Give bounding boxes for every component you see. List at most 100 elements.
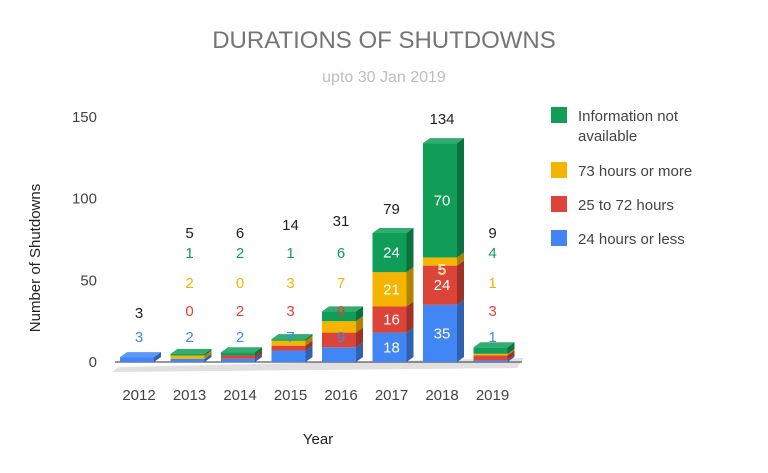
bar-top-6 (423, 138, 464, 144)
total-label: 31 (333, 213, 350, 230)
bar-segment-4-0 (322, 347, 356, 362)
bar-side-4-0 (356, 342, 363, 362)
data-label: 7 (286, 329, 294, 346)
data-label: 2 (185, 329, 193, 346)
data-label: 0 (185, 303, 193, 320)
bar-top-3 (271, 334, 313, 340)
x-tick-label: 2017 (375, 387, 408, 404)
legend-label: 24 hours or less (578, 231, 685, 248)
bar-segment-1-0 (170, 358, 205, 362)
y-tick-label: 100 (72, 191, 97, 208)
x-tick-label: 2015 (274, 387, 307, 404)
bar-segment-7-3 (473, 347, 508, 354)
bar-segment-1-2 (170, 355, 205, 359)
x-tick-label: 2016 (324, 387, 357, 404)
data-label: 70 (434, 192, 451, 209)
bar-segment-3-0 (271, 350, 306, 362)
y-tick-label: 0 (89, 354, 97, 371)
bar-segment-3-3 (271, 339, 306, 341)
bar-top-7 (473, 342, 515, 348)
bar-side-7-0 (507, 355, 515, 362)
data-label: 0 (236, 275, 244, 292)
data-label: 2 (185, 275, 193, 292)
bar-top-2 (221, 347, 262, 353)
bar-side-2-0 (255, 353, 262, 362)
data-label: 1 (286, 245, 294, 262)
data-label: 3 (286, 303, 294, 320)
bar-side-1-3 (204, 348, 212, 356)
bar-segment-7-0 (473, 360, 508, 362)
bar-top-1 (170, 348, 212, 354)
x-tick-label: 2013 (173, 387, 206, 404)
x-tick-label: 2012 (122, 387, 155, 404)
bar-segment-1-3 (170, 353, 205, 356)
bar-side-5-3 (406, 227, 414, 273)
total-label: 3 (135, 305, 143, 322)
x-tick-label: 2018 (425, 387, 458, 404)
bar-segment-2-3 (221, 352, 255, 356)
data-label: 6 (337, 245, 345, 262)
y-tick-label: 150 (72, 109, 97, 126)
x-axis-title: Year (303, 431, 333, 448)
bar-side-3-0 (305, 345, 313, 362)
bar-segment-5-0 (372, 332, 407, 362)
data-label: 1 (185, 245, 193, 262)
data-label: 3 (135, 329, 143, 346)
data-label: 16 (383, 312, 400, 329)
bar-side-4-3 (356, 306, 363, 322)
legend-swatch (551, 196, 567, 212)
bar-top-4 (322, 306, 363, 312)
data-label: 3 (488, 303, 496, 320)
x-tick-label: 2019 (476, 387, 509, 404)
legend-label: 73 hours or more (578, 163, 692, 180)
legend-swatch (551, 107, 567, 123)
data-label: 9 (337, 329, 345, 346)
total-label: 5 (185, 225, 193, 242)
legend-label: 25 to 72 hours (578, 197, 674, 214)
bar-side-5-1 (406, 301, 414, 333)
data-label: 2 (236, 245, 244, 262)
bar-segment-4-1 (322, 332, 356, 348)
bar-segment-7-1 (473, 355, 508, 361)
bar-side-6-2 (457, 252, 464, 266)
bar-side-5-0 (406, 327, 414, 362)
total-label: 134 (429, 111, 454, 128)
bar-side-6-3 (457, 138, 464, 258)
bar-segment-5-3 (372, 232, 407, 273)
data-label: 4 (488, 245, 496, 262)
data-label: 5 (438, 261, 446, 278)
data-label: 2 (236, 329, 244, 346)
bar-segment-0-0 (120, 357, 154, 362)
bar-segment-6-2 (423, 257, 457, 266)
bar-side-4-1 (356, 327, 363, 348)
data-label: 1 (488, 329, 496, 346)
legend-swatch (551, 230, 567, 246)
bar-segment-5-1 (372, 306, 407, 333)
bar-side-3-1 (305, 340, 313, 351)
bar-segment-5-2 (372, 272, 407, 307)
bar-side-1-2 (204, 350, 212, 359)
total-label: 6 (236, 225, 244, 242)
bar-segment-6-1 (423, 265, 457, 305)
data-label: 35 (434, 325, 451, 342)
data-label: 24 (383, 245, 400, 262)
bar-segment-2-1 (221, 355, 255, 359)
bar-side-2-3 (255, 347, 262, 356)
total-label: 14 (282, 217, 299, 234)
bar-side-6-0 (457, 299, 464, 362)
data-label: 1 (488, 275, 496, 292)
bar-side-7-2 (507, 348, 515, 356)
total-label: 9 (488, 225, 496, 242)
bar-side-1-0 (204, 353, 212, 362)
total-label: 79 (383, 201, 400, 218)
bar-side-7-3 (507, 342, 515, 354)
data-label: 2 (236, 303, 244, 320)
data-label: 21 (383, 281, 400, 298)
bar-segment-7-2 (473, 353, 508, 356)
bar-side-6-1 (457, 260, 464, 305)
bar-side-3-2 (305, 335, 313, 346)
bar-segment-6-3 (423, 143, 457, 258)
bar-side-7-1 (507, 350, 515, 361)
x-tick-label: 2014 (223, 387, 256, 404)
